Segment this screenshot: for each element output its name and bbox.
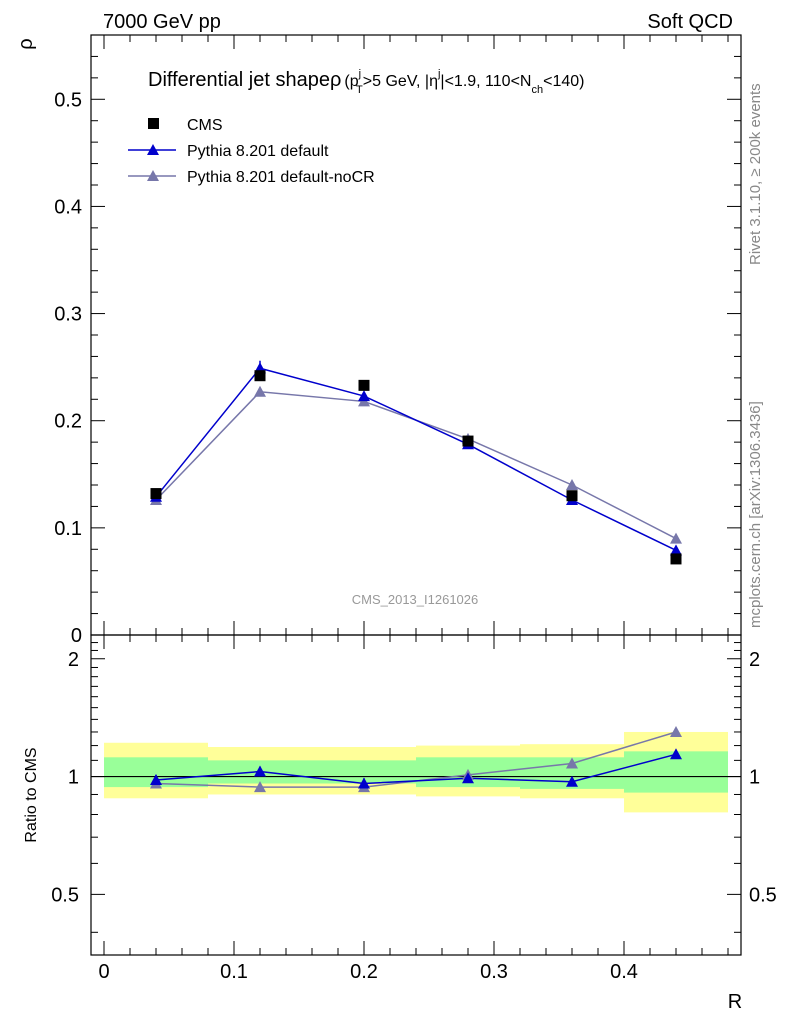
ratio-plot-area: 0 0.1 0.2 0.3 0.4 0.5 0.5 1 1 2 2 [51,635,777,983]
main-point-cms [670,553,682,565]
ratio-ylabel: Ratio to CMS [23,747,40,842]
ratio-xtick-label: 0.4 [610,961,638,983]
main-ylabel: ρ [15,38,37,49]
ratio-point-default [150,773,162,785]
legend-nocr-marker [147,170,159,181]
main-ytick-label: 0.3 [54,304,82,326]
ratio-plot-marks [91,725,741,793]
main-point-cms [150,488,162,500]
main-line-nocr [155,391,677,540]
header-right: Soft QCD [647,11,733,33]
ratio-point-nocr [566,757,578,769]
ratio-point-default [254,765,266,777]
main-plot-marks [150,360,682,565]
ratio-plot-frame [90,634,742,956]
legend-nocr-label: Pythia 8.201 default-noCR [187,169,375,186]
ratio-line-default [155,753,677,785]
main-plot-area: 0 0.1 0.2 0.3 0.4 0.5 [54,34,741,647]
main-point-cms [254,370,266,382]
main-point-cms [358,379,370,391]
main-line-default [155,367,677,552]
legend: CMS Pythia 8.201 default Pythia 8.201 de… [128,117,375,186]
ratio-xtick-label: 0 [98,961,109,983]
analysis-watermark: CMS_2013_I1261026 [352,592,479,607]
ratio-point-nocr [254,781,266,793]
legend-default-label: Pythia 8.201 default [187,143,329,160]
ratio-ytick-label-right: 2 [749,649,760,671]
legend-cms-marker [148,118,159,129]
ratio-ytick-label: 2 [68,649,79,671]
main-ytick-label: 0.4 [54,196,82,218]
ratio-point-default [566,775,578,787]
main-ytick-label: 0.1 [54,518,82,540]
main-point-default [670,544,682,556]
mcplots-info: mcplots.cern.ch [arXiv:1306.3436] [747,401,764,628]
main-title: Differential jet shapeρ (pj T>5 GeV, |ηj|<… [148,68,584,96]
ratio-ytick-label-right: 1 [749,767,760,789]
ratio-point-default [462,772,474,784]
legend-cms-label: CMS [187,117,223,134]
ratio-point-default [670,748,682,760]
ratio-point-default [358,777,370,789]
header-left: 7000 GeV pp [103,11,221,33]
main-point-cms [566,490,578,502]
main-point-cms [462,435,474,447]
main-point-nocr [254,385,266,397]
ratio-band-green [312,760,416,784]
ratio-xtick-label: 0.1 [220,961,248,983]
main-point-nocr [670,532,682,544]
ratio-xtick-label: 0.3 [480,961,508,983]
ratio-xtick-label: 0.2 [350,961,378,983]
ratio-ytick-label: 0.5 [51,884,79,906]
ratio-ytick-label: 1 [68,767,79,789]
main-ytick-label: 0.2 [54,411,82,433]
rivet-info: Rivet 3.1.10, ≥ 200k events [747,83,764,265]
main-ytick-label: 0 [71,625,82,647]
ratio-ytick-label-right: 0.5 [749,884,777,906]
ratio-xlabel: R [728,991,742,1013]
ratio-point-nocr [670,725,682,737]
main-ytick-label: 0.5 [54,89,82,111]
legend-default-marker [147,144,159,155]
main-point-default [358,390,370,402]
main-point-nocr [566,479,578,490]
